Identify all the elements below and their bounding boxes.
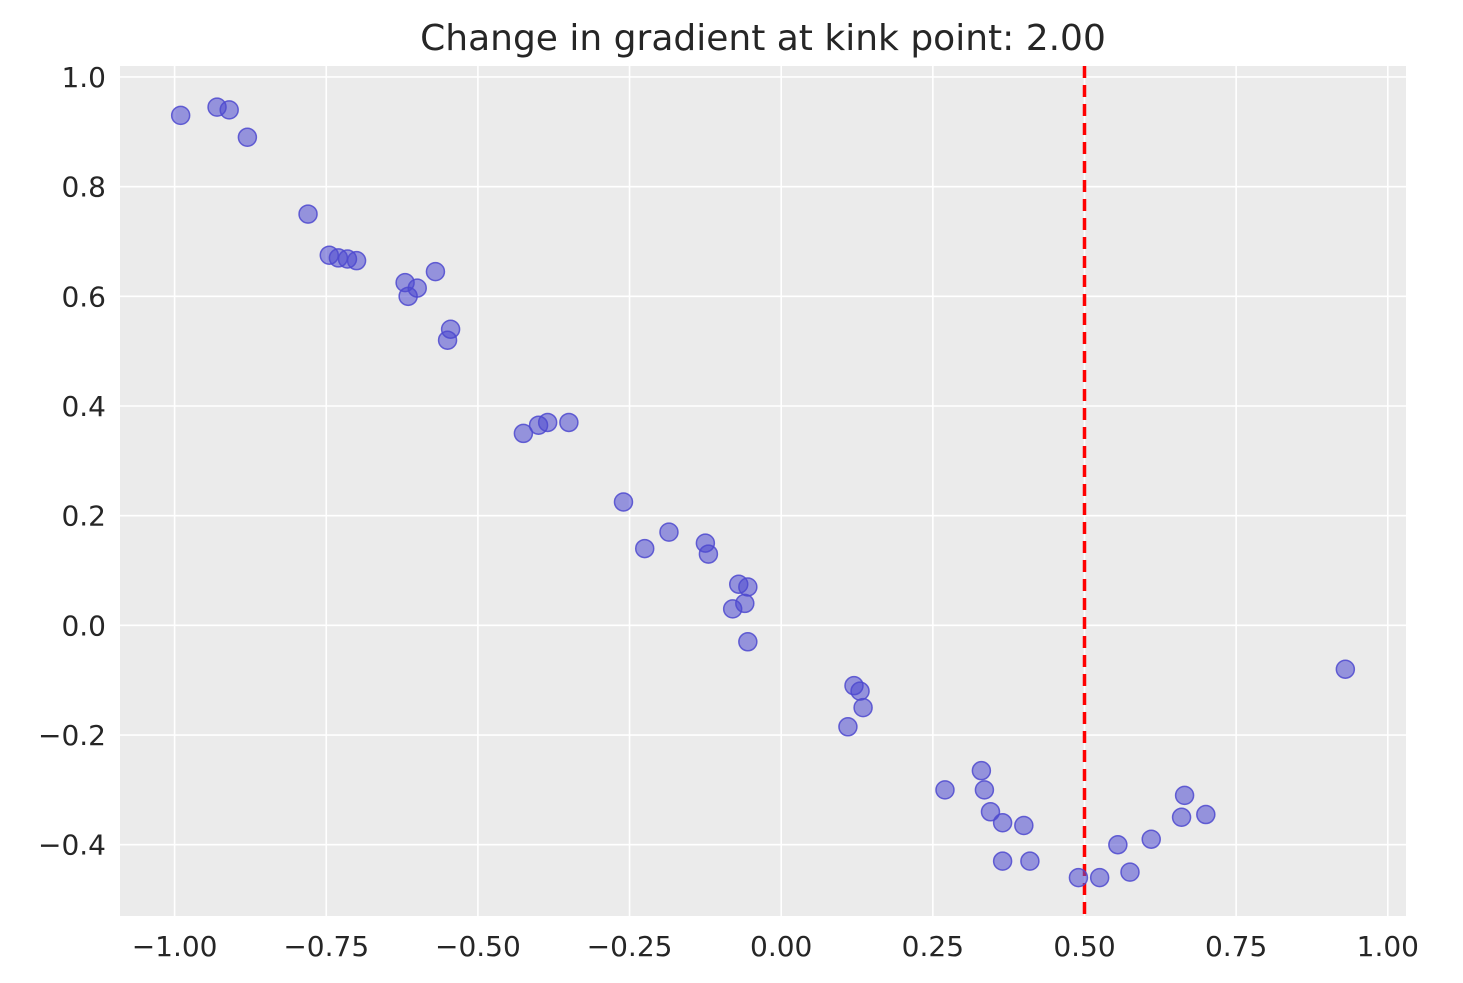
data-point [1141,829,1161,849]
data-point [298,204,318,224]
data-point [659,522,679,542]
x-tick-label: 0.00 [750,930,812,963]
x-tick-label: −1.00 [132,930,218,963]
data-point [613,492,634,512]
x-tick-label: 1.00 [1357,930,1419,963]
data-point [1120,862,1140,882]
data-point [219,100,239,120]
data-point [850,681,870,701]
data-point [1020,851,1040,871]
data-point [992,851,1013,871]
x-tick-label: 0.50 [1053,930,1115,963]
y-tick-label: 0.2 [61,500,106,533]
y-tick-label: 0.0 [61,609,106,642]
data-point [513,423,534,444]
data-point [437,330,458,350]
chart-title: Change in gradient at kink point: 2.00 [420,18,1106,59]
plot-background [120,66,1406,916]
data-point [1014,815,1034,836]
data-point [407,278,427,298]
x-tick-label: 0.75 [1205,930,1267,963]
y-tick-label: −0.2 [38,719,106,752]
data-point [346,250,367,271]
data-point [1196,804,1216,825]
data-point [853,697,873,718]
data-point [974,780,995,800]
data-point [1068,867,1089,888]
data-point [237,127,258,148]
x-tick-label: 0.25 [902,930,964,963]
y-tick-label: 0.8 [61,171,106,204]
data-point [170,105,191,126]
y-tick-label: 1.0 [61,61,106,94]
data-point [935,780,955,800]
data-point [425,261,446,282]
x-tick-label: −0.75 [283,930,369,963]
data-point [1108,834,1128,855]
data-point [971,760,992,781]
y-tick-label: −0.4 [38,829,106,862]
data-point [1174,785,1195,806]
data-point [1089,867,1110,888]
x-tick-label: −0.50 [435,930,521,963]
data-point [1171,807,1192,828]
data-point [838,717,858,737]
y-tick-label: 0.6 [61,280,106,313]
data-point [980,802,1001,822]
data-point [698,544,719,564]
data-point [738,632,758,652]
data-point [738,577,758,597]
data-point [992,813,1013,833]
data-point [735,593,755,614]
data-point [634,538,655,559]
data-point [559,412,579,433]
data-point [537,412,558,433]
x-tick-label: −0.25 [587,930,673,963]
y-tick-label: 0.4 [61,390,106,423]
data-point [1335,659,1356,679]
